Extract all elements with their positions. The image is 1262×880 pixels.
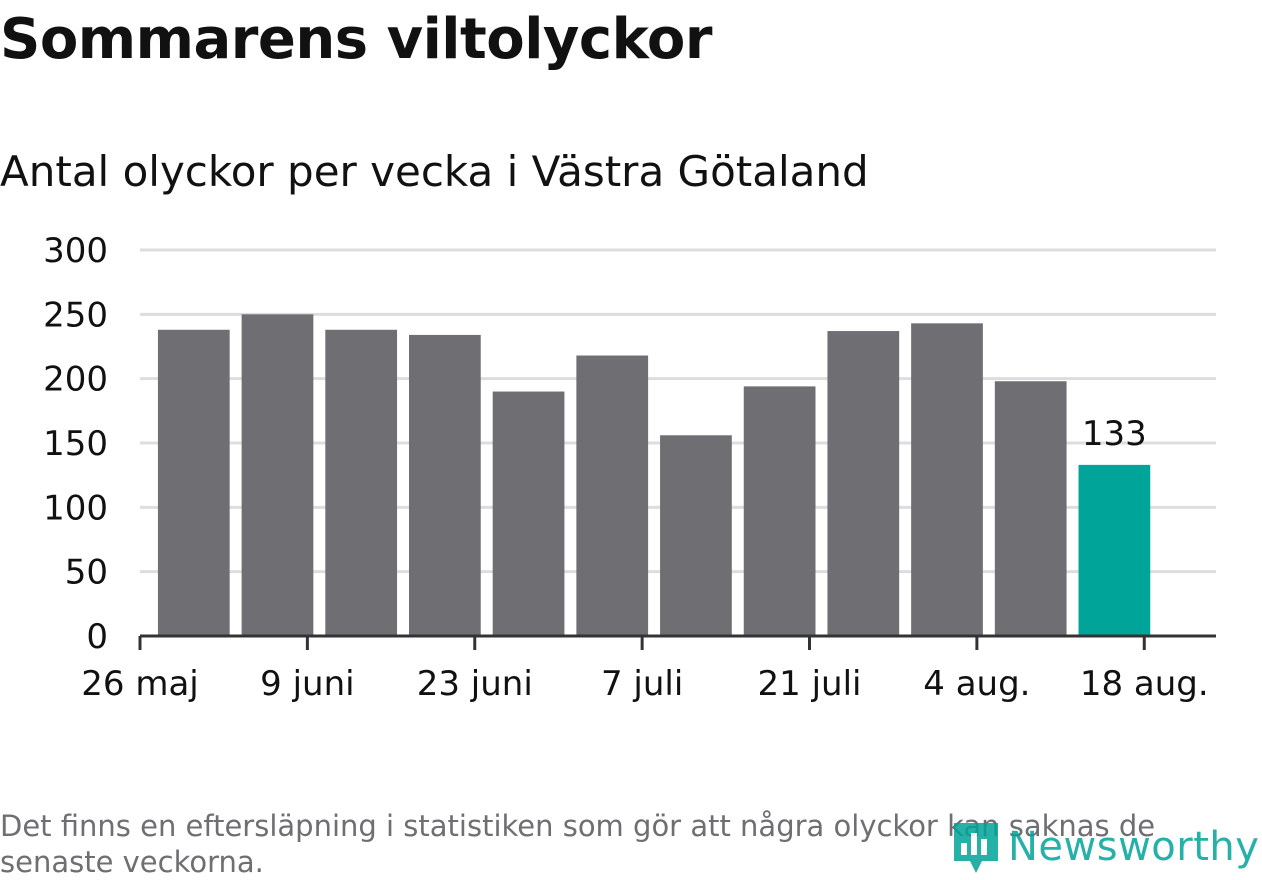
y-tick-label: 100 <box>43 488 108 528</box>
x-tick-label: 4 aug. <box>923 664 1030 704</box>
bar <box>157 329 230 636</box>
x-tick-label: 26 maj <box>81 664 198 704</box>
chart-subtitle: Antal olyckor per vecka i Västra Götalan… <box>0 147 869 196</box>
x-axis-tick-labels: 26 maj 9 juni 23 juni 7 juli 21 juli 4 aug. 18… <box>81 664 1208 704</box>
y-tick-label: 50 <box>65 553 108 593</box>
bars <box>157 314 1151 636</box>
bar <box>994 381 1067 636</box>
x-tick-label: 7 juli <box>601 664 683 704</box>
bar <box>576 355 649 636</box>
data-labels: 133 <box>1082 414 1147 454</box>
bar <box>409 334 481 636</box>
newsworthy-logo: Newsworthy <box>950 815 1259 879</box>
bar <box>743 386 816 636</box>
bar-highlighted <box>1078 464 1151 636</box>
x-axis <box>138 634 1216 650</box>
newsworthy-logo-text: Newsworthy <box>1008 824 1260 870</box>
y-tick-label: 200 <box>43 360 108 400</box>
y-tick-label: 300 <box>43 231 108 271</box>
bar <box>827 331 900 636</box>
x-tick-label: 9 juni <box>260 664 354 704</box>
bar <box>911 323 983 636</box>
data-label: 133 <box>1082 414 1147 454</box>
y-tick-label: 150 <box>43 424 108 464</box>
chart-title: Sommarens viltolyckor <box>0 7 712 72</box>
newsworthy-logo-icon <box>954 823 998 873</box>
x-tick-label: 18 aug. <box>1080 664 1209 704</box>
y-tick-label: 0 <box>86 617 108 657</box>
bar <box>492 391 565 636</box>
bar <box>241 314 314 636</box>
y-axis-tick-labels: 0 50 100 150 200 250 300 <box>43 231 108 657</box>
x-tick-label: 21 juli <box>758 664 862 704</box>
y-tick-label: 250 <box>43 295 108 335</box>
bar-chart: 0 50 100 150 200 250 300 26 maj 9 juni 23 juni 7 … <box>43 231 1216 704</box>
bar <box>325 329 398 636</box>
bar <box>660 435 732 636</box>
x-tick-label: 23 juni <box>417 664 533 704</box>
